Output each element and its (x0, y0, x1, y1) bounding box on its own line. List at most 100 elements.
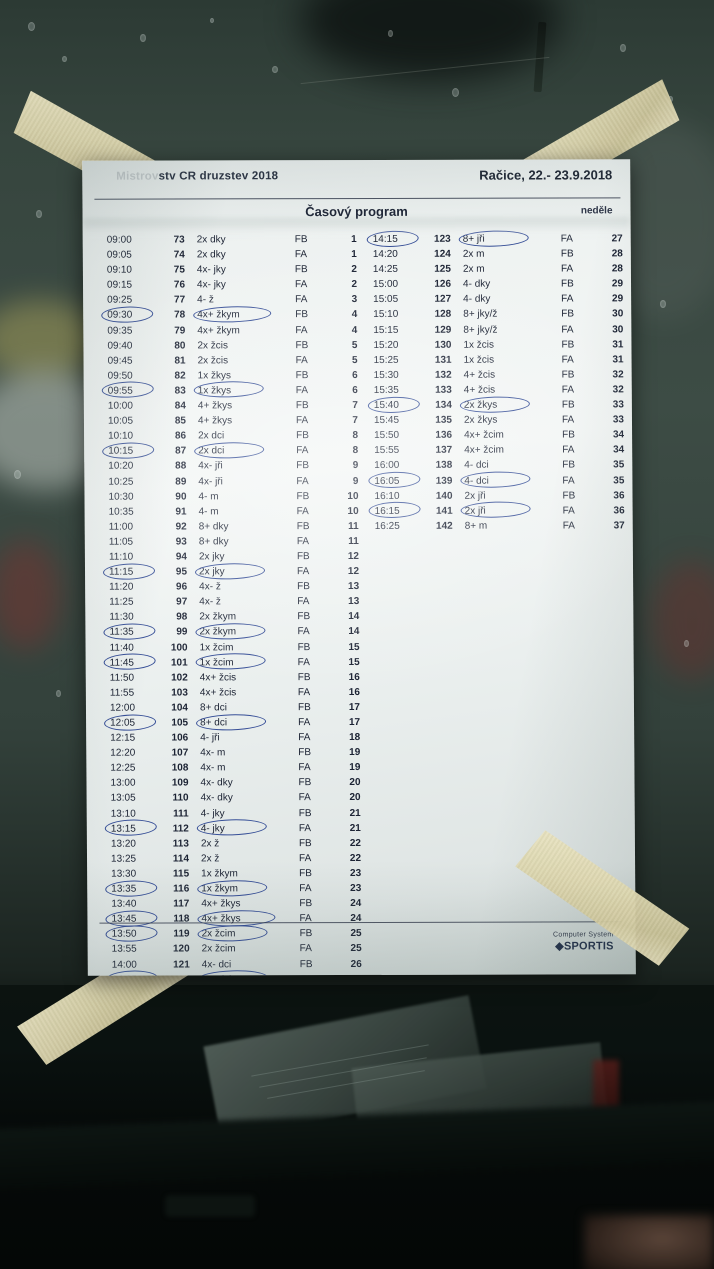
race-count: 28 (611, 248, 623, 260)
rain-droplet (36, 210, 42, 218)
race-round: FA (300, 972, 324, 976)
race-round: FA (298, 732, 311, 744)
schedule-row: 10:35 91 4- m FA 10 (107, 504, 369, 520)
race-time: 15:10 (373, 309, 399, 321)
race-event: 4x- jři (198, 475, 223, 487)
race-time: 16:10 (374, 490, 400, 502)
race-round: FA (294, 249, 308, 261)
race-time: 15:30 (373, 369, 399, 381)
race-time: 15:25 (373, 354, 399, 366)
race-count: 6 (352, 369, 358, 381)
race-event: 4+ žcis (463, 369, 496, 381)
race-round: FA (297, 626, 310, 638)
race-time: 11:40 (109, 642, 134, 654)
dashboard-vent (165, 1195, 255, 1217)
race-count: 25 (350, 928, 362, 940)
race-time: 13:10 (110, 808, 136, 820)
race-event: 2x žcim (201, 943, 236, 955)
schedule-row: 11:25 97 4x- ž FA 13 (107, 594, 369, 610)
race-time: 16:00 (374, 460, 400, 472)
schedule-row: 11:50 102 4x+ žcis FB 16 (108, 670, 370, 686)
rain-droplet (210, 18, 214, 23)
race-event: 8+ jky/ž (463, 324, 498, 336)
race-count: 15 (348, 641, 360, 653)
sportis-logo: ◆SPORTIS (555, 940, 614, 953)
schedule-row: 13:25 114 2x ž FA 22 (109, 851, 371, 867)
day-label: neděle (580, 205, 613, 217)
race-round: FB (561, 339, 575, 351)
race-round: FB (299, 868, 312, 880)
rain-droplet (140, 34, 146, 42)
race-round: FB (296, 551, 310, 563)
race-round: FB (298, 837, 312, 849)
schedule-column-right: 14:15 123 8+ jři FA 27 14:20 124 2x m FB 28 14:25 1… (366, 229, 631, 534)
schedule-row: 14:00 121 4x- dci FB 26 (110, 956, 372, 972)
schedule-row: 11:00 92 8+ dky FB 11 (107, 519, 369, 535)
race-round: FA (298, 792, 311, 804)
race-count: 17 (348, 716, 361, 729)
schedule-row: 11:55 103 4x+ žcis FA 16 (108, 685, 370, 701)
race-count: 13 (348, 596, 360, 608)
race-round: FA (294, 279, 308, 291)
schedule-row: 12:20 107 4x- m FB 19 (108, 745, 370, 761)
race-count: 5 (351, 339, 358, 351)
race-number: 120 (172, 943, 190, 955)
race-time: 13:20 (110, 838, 136, 850)
race-count: 37 (613, 520, 625, 532)
race-round: FA (560, 233, 573, 245)
race-round: FB (299, 928, 313, 940)
race-number: 125 (434, 263, 451, 275)
schedule-row: 13:20 113 2x ž FB 22 (109, 836, 371, 852)
race-count: 7 (352, 400, 358, 412)
race-round: FA (298, 822, 312, 834)
race-time: 11:30 (109, 611, 134, 623)
race-number: 131 (434, 354, 452, 366)
race-number: 104 (171, 702, 189, 714)
race-count: 5 (351, 354, 358, 366)
race-round: FA (296, 566, 310, 578)
race-event: 4x+ žkys (201, 913, 241, 925)
rain-droplet (62, 56, 67, 62)
rain-droplet (452, 88, 459, 97)
race-number: 92 (175, 521, 187, 533)
race-number: 74 (173, 249, 185, 261)
race-time: 15:55 (374, 445, 400, 457)
race-number: 93 (175, 536, 187, 548)
race-event: 4x+ žkys (201, 898, 241, 910)
race-count: 3 (351, 294, 358, 306)
race-event: 4- dky (462, 278, 491, 291)
schedule-row: 15:45 135 2x žkys FA 33 (372, 412, 630, 428)
race-time: 13:15 (110, 823, 136, 835)
race-event: 2x ž (200, 853, 220, 865)
race-count: 25 (350, 943, 362, 955)
race-time: 12:05 (110, 717, 136, 729)
race-number: 85 (174, 415, 187, 427)
hand-silhouette (584, 1215, 714, 1269)
race-number: 107 (171, 747, 189, 759)
race-event: 8+ jři (462, 233, 485, 245)
race-event: 4x+ žcim (464, 429, 504, 441)
race-count: 24 (350, 898, 362, 910)
race-event: 4- jři (200, 732, 220, 744)
race-time: 10:15 (108, 445, 134, 457)
race-number: 127 (434, 294, 452, 306)
race-event: 2x žcis (197, 355, 229, 367)
schedule-row: 10:00 84 4+ žkys FB 7 (106, 398, 368, 414)
race-event: 4- m (198, 506, 219, 518)
race-number: 142 (435, 520, 453, 532)
race-round: FA (562, 520, 575, 532)
race-number: 100 (170, 641, 188, 654)
race-number: 136 (435, 429, 453, 442)
race-time: 11:15 (108, 566, 134, 578)
race-event: 1x žkym (201, 883, 238, 895)
race-count: 22 (349, 837, 361, 849)
schedule-row: 11:15 95 2x jky FA 12 (102, 561, 369, 581)
footer-system-label: Computer System (553, 931, 614, 939)
race-time: 09:55 (107, 385, 133, 397)
race-number: 138 (435, 460, 453, 472)
race-number: 141 (435, 505, 453, 517)
race-round: FB (299, 898, 313, 910)
race-number: 80 (174, 340, 186, 352)
race-event: 2x žkym (199, 626, 237, 638)
race-number: 79 (174, 325, 186, 337)
